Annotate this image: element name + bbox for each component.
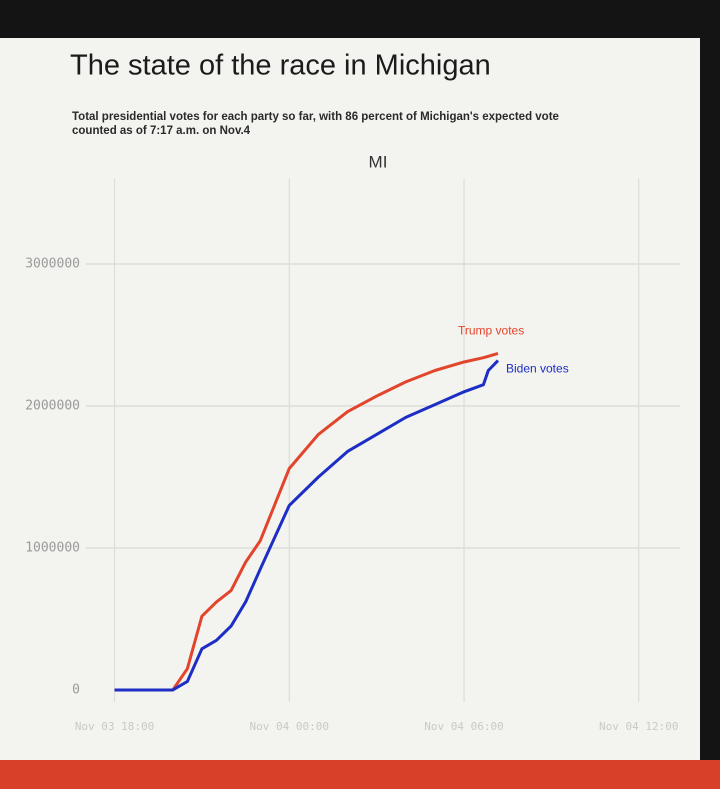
- y-tick-label: 2000000: [25, 399, 80, 414]
- x-tick-label: Nov 04 12:00: [599, 720, 678, 733]
- x-tick-label: Nov 03 18:00: [75, 720, 154, 733]
- chart-title: The state of the race in Michigan: [70, 50, 491, 82]
- y-tick-label: 0: [72, 683, 80, 698]
- series-label: Biden votes: [506, 362, 569, 376]
- bottom-bar: [0, 760, 720, 789]
- subtitle: Total presidential votes for each party …: [72, 111, 559, 123]
- chart: The state of the race in Michigan Total …: [25, 50, 680, 733]
- subtitle: counted as of 7:17 a.m. on Nov.4: [72, 125, 251, 137]
- series-line: [114, 352, 499, 692]
- y-tick-label: 1000000: [25, 541, 80, 556]
- series-label: Trump votes: [458, 324, 524, 338]
- panel-title: MI: [369, 152, 388, 171]
- y-tick-label: 3000000: [25, 257, 80, 272]
- x-tick-label: Nov 04 00:00: [250, 720, 329, 733]
- x-tick-label: Nov 04 06:00: [424, 720, 503, 733]
- series-line: [114, 359, 500, 692]
- screen: [0, 38, 700, 760]
